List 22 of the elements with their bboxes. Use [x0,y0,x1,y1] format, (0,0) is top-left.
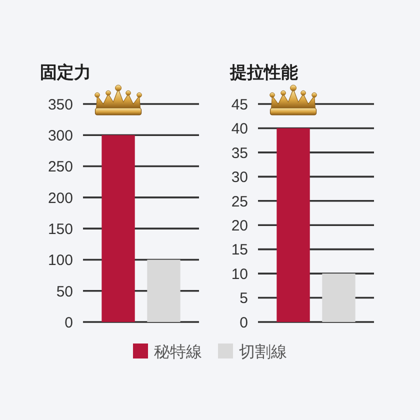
legend-label: 切割線 [239,342,287,361]
y-tick-label: 200 [48,190,73,207]
y-tick-label: 40 [231,120,248,138]
y-tick-label: 0 [240,314,248,332]
y-tick-label: 15 [231,242,248,259]
y-tick-label: 50 [56,283,73,300]
y-tick-label: 20 [231,218,248,235]
y-tick-label: 10 [231,266,248,283]
y-tick-label: 300 [48,128,73,145]
y-tick-label: 25 [231,193,248,210]
y-tick-label: 35 [231,144,248,162]
y-tick-label: 30 [231,169,248,186]
y-tick-label: 45 [231,96,248,114]
chart-title: 提拉性能 [229,63,298,82]
y-tick-label: 5 [240,290,248,308]
chart-title: 固定力 [40,63,91,82]
legend-label: 秘特線 [154,342,202,361]
y-tick-label: 0 [64,314,73,332]
y-tick-label: 150 [48,220,73,238]
y-tick-label: 250 [48,158,73,176]
y-tick-label: 100 [48,252,73,270]
y-tick-label: 350 [48,96,73,114]
